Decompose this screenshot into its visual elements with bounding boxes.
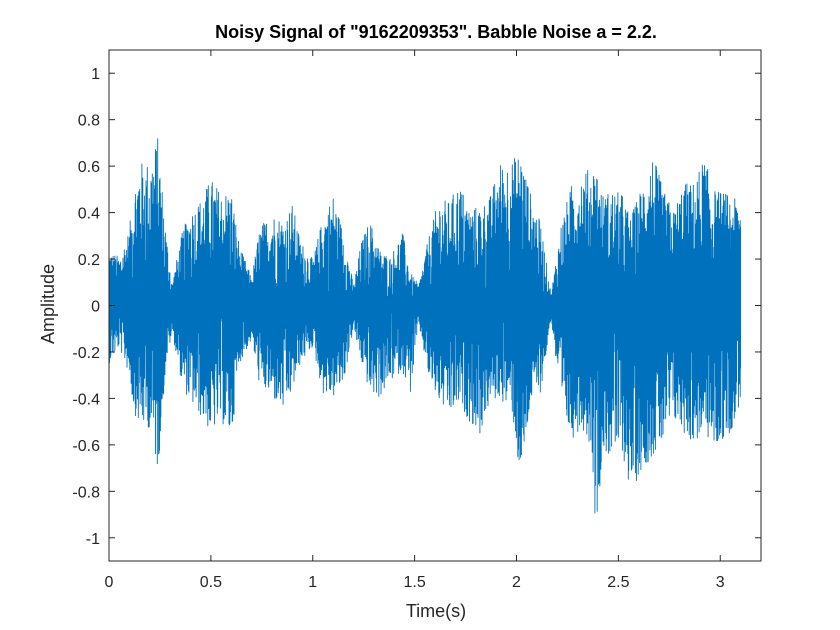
y-tick-label: 1: [91, 66, 100, 83]
y-tick-label: 0.6: [78, 159, 100, 176]
y-tick-label: -0.6: [72, 438, 100, 455]
y-tick-label: 0.4: [78, 206, 100, 223]
y-tick-label: 0.2: [78, 252, 100, 269]
y-axis-ticks: 1 0.8 0.6 0.4 0.2 0 -0.2 -0.4 -0.6 -0.8 -1: [72, 66, 761, 548]
signal-line: [108, 138, 742, 514]
x-tick-label: 3: [716, 574, 725, 591]
x-axis-ticks: 0 0.5 1 1.5 2 2.5 3: [105, 50, 725, 591]
signal-layer: [108, 138, 742, 514]
y-tick-label: 0: [91, 299, 100, 316]
y-tick-label: -0.4: [72, 391, 100, 408]
x-tick-label: 1.5: [404, 574, 426, 591]
x-tick-label: 1: [308, 574, 317, 591]
x-tick-label: 0.5: [200, 574, 222, 591]
plot-area: 0 0.5 1 1.5 2 2.5 3 1 0.8 0.6 0.4 0.2 0 -0.2 -0.4 -0.6…: [72, 49, 762, 591]
x-tick-label: 2.5: [607, 574, 629, 591]
x-tick-label: 0: [105, 574, 114, 591]
chart-title: Noisy Signal of "9162209353". Babble Noi…: [215, 22, 657, 42]
y-axis-label: Amplitude: [38, 264, 58, 344]
y-tick-label: -1: [86, 531, 100, 548]
y-tick-label: 0.8: [78, 113, 100, 130]
x-axis-label: Time(s): [406, 601, 466, 621]
y-tick-label: -0.2: [72, 345, 100, 362]
x-tick-label: 2: [512, 574, 521, 591]
y-tick-label: -0.8: [72, 484, 100, 501]
